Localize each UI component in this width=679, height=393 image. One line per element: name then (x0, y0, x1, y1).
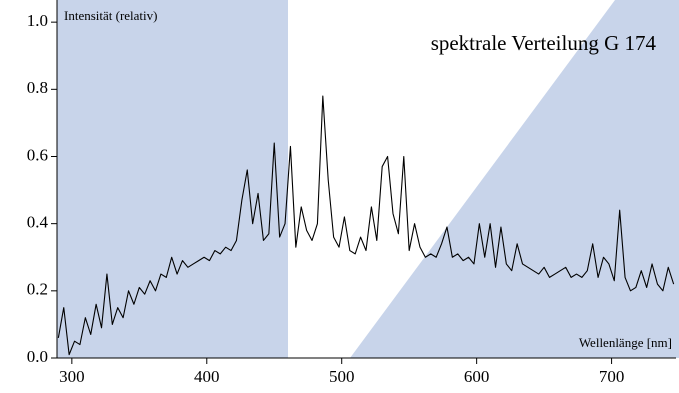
y-tick-label: 0.4 (27, 213, 49, 232)
y-tick-label: 0.0 (27, 347, 48, 366)
x-tick-label: 300 (59, 367, 85, 386)
spectrum-line (57, 95, 675, 356)
y-axis-label: Intensität (relativ) (64, 8, 158, 23)
x-tick-label: 400 (194, 367, 220, 386)
x-tick-label: 500 (329, 367, 355, 386)
y-tick-label: 0.2 (27, 280, 48, 299)
x-tick-label: 700 (599, 367, 625, 386)
background-band (57, 0, 288, 358)
x-axis-label: Wellenlänge [nm] (579, 335, 672, 350)
y-tick-label: 1.0 (27, 11, 48, 30)
y-tick-label: 0.6 (27, 145, 48, 164)
x-tick-label: 600 (464, 367, 490, 386)
y-tick-label: 0.8 (27, 78, 48, 97)
chart-title: spektrale Verteilung G 174 (431, 31, 657, 55)
